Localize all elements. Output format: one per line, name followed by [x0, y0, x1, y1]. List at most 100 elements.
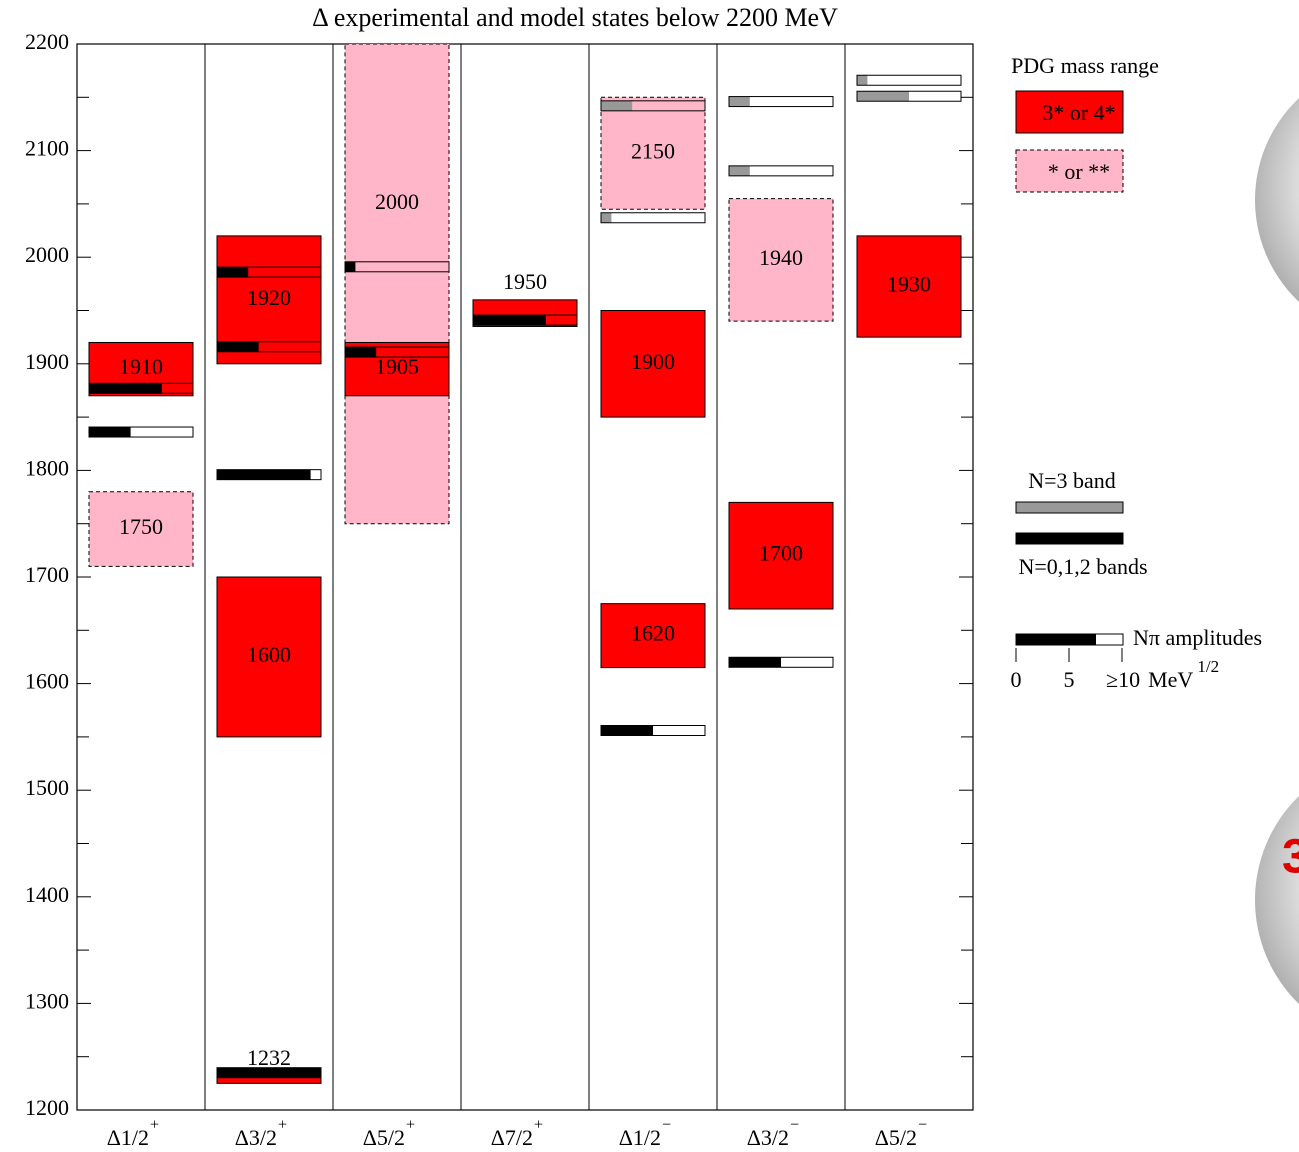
legend-label: N=0,1,2 bands [1018, 554, 1147, 579]
model-state [344, 346, 450, 358]
amplitude-unit-exponent: 1/2 [1197, 657, 1219, 676]
model-state [600, 212, 706, 224]
model-amplitude [217, 341, 259, 352]
pdg-label: 1920 [247, 285, 291, 310]
x-tick-parity: + [534, 1117, 543, 1134]
model-amplitude [89, 383, 162, 394]
model-amplitude [857, 75, 868, 86]
pdg-box [600, 310, 706, 418]
slide-fragment: 3 [1282, 831, 1299, 884]
model-amplitude [729, 657, 781, 668]
model-state [728, 656, 834, 668]
model-state [472, 314, 578, 326]
model-state [88, 426, 194, 438]
pdg-label: 2150 [631, 138, 675, 163]
pdg-label: 1700 [759, 541, 803, 566]
y-tick-label: 1500 [25, 775, 69, 800]
pdg-box [600, 603, 706, 669]
model-amplitude [345, 347, 377, 358]
sample-fill [1016, 634, 1096, 645]
pdg-label: 1950 [503, 269, 547, 294]
amplitude-tick-label: 0 [1011, 667, 1022, 692]
decor-sphere [1255, 98, 1299, 302]
y-tick-label: 1800 [25, 455, 69, 480]
pdg-label: 1900 [631, 349, 675, 374]
pdg-box [88, 491, 194, 567]
model-state [600, 100, 706, 112]
legend-swatch [1015, 90, 1124, 134]
pdg-label: 1940 [759, 245, 803, 270]
x-tick-label: Δ1/2 [619, 1125, 661, 1150]
y-tick-label: 2200 [25, 29, 69, 54]
pdg-box [728, 501, 834, 610]
x-tick-parity: + [278, 1117, 287, 1134]
model-state [856, 74, 962, 86]
model-state [600, 725, 706, 737]
legend-label: * or ** [1048, 159, 1110, 184]
x-tick-parity: + [406, 1117, 415, 1134]
pdg-box [728, 198, 834, 322]
amplitude-legend-label: Nπ amplitudes [1133, 625, 1262, 650]
legend-swatch [1015, 149, 1124, 193]
model-state [344, 261, 450, 273]
y-tick-label: 2100 [25, 136, 69, 161]
decor-sphere [1255, 796, 1299, 1004]
pdg-label: 1750 [119, 514, 163, 539]
y-tick-label: 1600 [25, 669, 69, 694]
model-amplitude [473, 315, 546, 326]
pdg-label: 1905 [375, 354, 419, 379]
x-tick-label: Δ3/2 [235, 1125, 277, 1150]
pdg-label: 1600 [247, 642, 291, 667]
y-tick-label: 1300 [25, 988, 69, 1013]
model-amplitude [729, 165, 750, 176]
model-state [728, 165, 834, 177]
y-tick-label: 1900 [25, 349, 69, 374]
model-amplitude [217, 1067, 321, 1078]
y-tick-label: 1700 [25, 562, 69, 587]
model-amplitude [601, 212, 612, 223]
pdg-box [344, 43, 450, 525]
model-state [216, 341, 322, 353]
pdg-box [856, 235, 962, 338]
amplitude-tick-label: 5 [1064, 667, 1075, 692]
model-state [728, 96, 834, 108]
model-amplitude [345, 261, 356, 272]
legend-label: 3* or 4* [1042, 100, 1115, 125]
model-amplitude [857, 91, 909, 102]
x-tick-label: Δ1/2 [107, 1125, 149, 1150]
model-amplitude [729, 96, 750, 107]
sample-outline [1015, 633, 1124, 646]
amplitude-unit: MeV [1148, 667, 1193, 692]
x-tick-parity: − [918, 1117, 927, 1134]
pdg-label: 1910 [119, 354, 163, 379]
y-tick-label: 1200 [25, 1095, 69, 1120]
model-state [216, 469, 322, 481]
model-state [216, 266, 322, 278]
legend-title: PDG mass range [1011, 53, 1159, 78]
model-state [216, 1067, 322, 1079]
pdg-box [216, 576, 322, 738]
pdg-box [600, 96, 706, 210]
x-tick-parity: + [150, 1117, 159, 1134]
pdg-label: 1930 [887, 272, 931, 297]
amplitude-tick-label: ≥10 [1106, 667, 1140, 692]
pdg-label: 2000 [375, 189, 419, 214]
legend-label: N=3 band [1028, 468, 1116, 493]
model-amplitude [89, 427, 131, 438]
plot-frame [76, 43, 974, 1111]
legend-band [1015, 501, 1124, 514]
model-amplitude [601, 725, 653, 736]
x-tick-parity: − [662, 1117, 671, 1134]
legend-band [1015, 532, 1124, 545]
amplitude-sample [1015, 633, 1124, 646]
chart-title: Δ experimental and model states below 22… [312, 3, 838, 32]
model-state [856, 90, 962, 102]
x-tick-label: Δ3/2 [747, 1125, 789, 1150]
x-tick-label: Δ5/2 [363, 1125, 405, 1150]
x-tick-parity: − [790, 1117, 799, 1134]
model-amplitude [217, 267, 249, 278]
x-tick-label: Δ5/2 [875, 1125, 917, 1150]
model-amplitude [601, 100, 633, 111]
pdg-label: 1620 [631, 621, 675, 646]
